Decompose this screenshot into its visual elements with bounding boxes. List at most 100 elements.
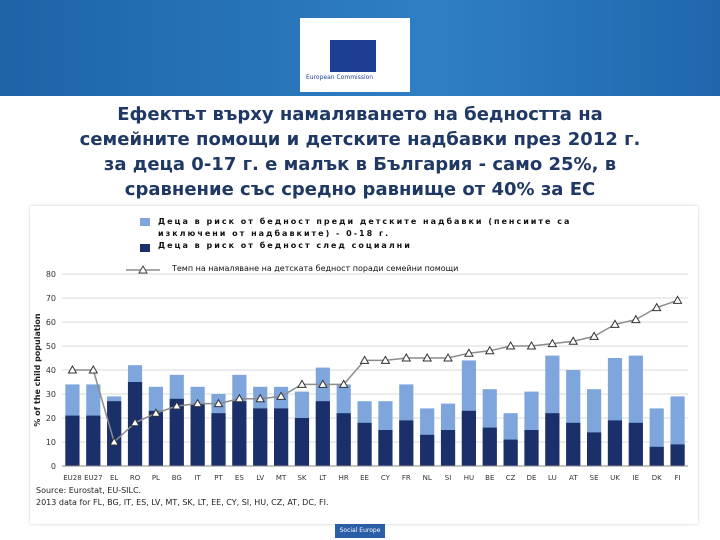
note: 2013 data for FL, BG, IT, ES, LV, MT, SK… [36,498,329,507]
y-tick-label: 0 [51,462,56,471]
bar [169,398,184,466]
bar [357,422,372,466]
logo-text: European Commission [306,74,374,81]
bar [670,444,685,466]
x-tick-label: NL [423,474,432,482]
marker [67,364,78,374]
legend-swatch [140,244,150,252]
bar [628,422,643,466]
x-tick-label: CY [381,474,391,482]
x-tick-label: CZ [506,474,516,482]
x-tick-label: LT [319,474,327,482]
title-line: семейните помощи и детските надбавки пре… [79,129,641,150]
x-tick-label: FI [675,474,681,482]
header-band: European Commission [0,0,720,96]
marker [192,398,203,408]
x-tick-label: SI [445,474,452,482]
x-tick-label: DK [652,474,662,482]
title: Ефектът върху намаляването на бедността … [40,102,680,202]
x-tick-label: PT [214,474,223,482]
bar [232,401,247,466]
bar [524,430,539,466]
source: Source: Eurostat, EU-SILC. [36,486,142,495]
title-line: сравнение със средно равнище от 40% за Е… [124,179,596,200]
marker [568,336,579,345]
marker [317,379,328,388]
marker [359,355,370,364]
marker [130,417,140,427]
y-axis-label: % of the child population [33,313,42,427]
y-tick-label: 40 [46,366,56,375]
marker [276,391,286,400]
marker [610,319,620,328]
logo: European Commission [300,18,410,92]
title-line: за деца 0-17 г. е малък в България - сам… [103,154,617,175]
x-tick-label: PL [152,474,160,482]
x-tick-label: EU28 [63,474,81,482]
bar [190,403,205,466]
chart-box: 0 10 20 30 40 50 60 70 80 % of the child populati… [30,206,698,524]
x-tick-label: UK [610,474,620,482]
legend-label: Деца в риск от бедност преди детските на… [158,217,572,238]
x-tick-label: HU [464,474,474,482]
bar [86,415,101,466]
bar [461,410,476,466]
marker [151,408,161,417]
y-tick-label: 70 [46,294,56,303]
title-line: Ефектът върху намаляването на бедността … [117,104,603,125]
marker [338,379,349,388]
y-tick-label: 50 [46,342,56,351]
x-tick-label: MT [276,474,287,482]
legend-swatch [138,264,148,274]
x-tick-label: DE [527,474,537,482]
bar [336,413,351,466]
bar [503,439,518,466]
y-tick-label: 10 [46,438,56,447]
bar [253,408,268,466]
x-tick-label: LV [256,474,264,482]
legend-label: Деца в риск от бедност след социални [158,241,412,250]
marker [464,348,474,357]
bar [440,430,456,466]
legend-label: Темп на намаляване на детската бедност п… [172,264,459,273]
bar [315,401,330,466]
marker [380,355,391,364]
x-tick-label: EU27 [84,474,102,482]
y-tick-label: 30 [46,390,56,399]
bar [107,401,122,466]
x-tick-label: IE [633,474,640,482]
bar [649,446,664,466]
bar [148,410,163,466]
x-tick-label: BE [485,474,494,482]
y-tick-label: 60 [46,318,56,327]
bar [566,422,581,466]
x-tick-label: SE [590,474,599,482]
bar [274,408,289,466]
marker [171,400,182,410]
marker [401,352,412,362]
bar [545,413,560,466]
x-tick-label: HR [339,474,349,482]
marker [505,340,516,350]
marker [234,393,245,403]
x-tick-label: FR [402,474,411,482]
marker [297,379,307,388]
x-tick-label: EL [110,474,118,482]
y-tick-label: 80 [46,270,56,279]
marker [672,295,683,304]
marker [547,338,558,348]
marker [109,436,120,446]
legend-swatch [140,218,150,226]
marker [651,302,662,312]
bar [607,420,623,466]
marker [213,398,224,408]
marker [630,314,641,324]
marker [589,331,599,340]
bar [294,418,310,466]
x-tick-label: LU [548,474,557,482]
footer: Social Europe [335,524,385,538]
marker [526,340,537,350]
marker [484,345,495,355]
bar [378,430,393,466]
x-tick-label: RO [130,474,141,482]
